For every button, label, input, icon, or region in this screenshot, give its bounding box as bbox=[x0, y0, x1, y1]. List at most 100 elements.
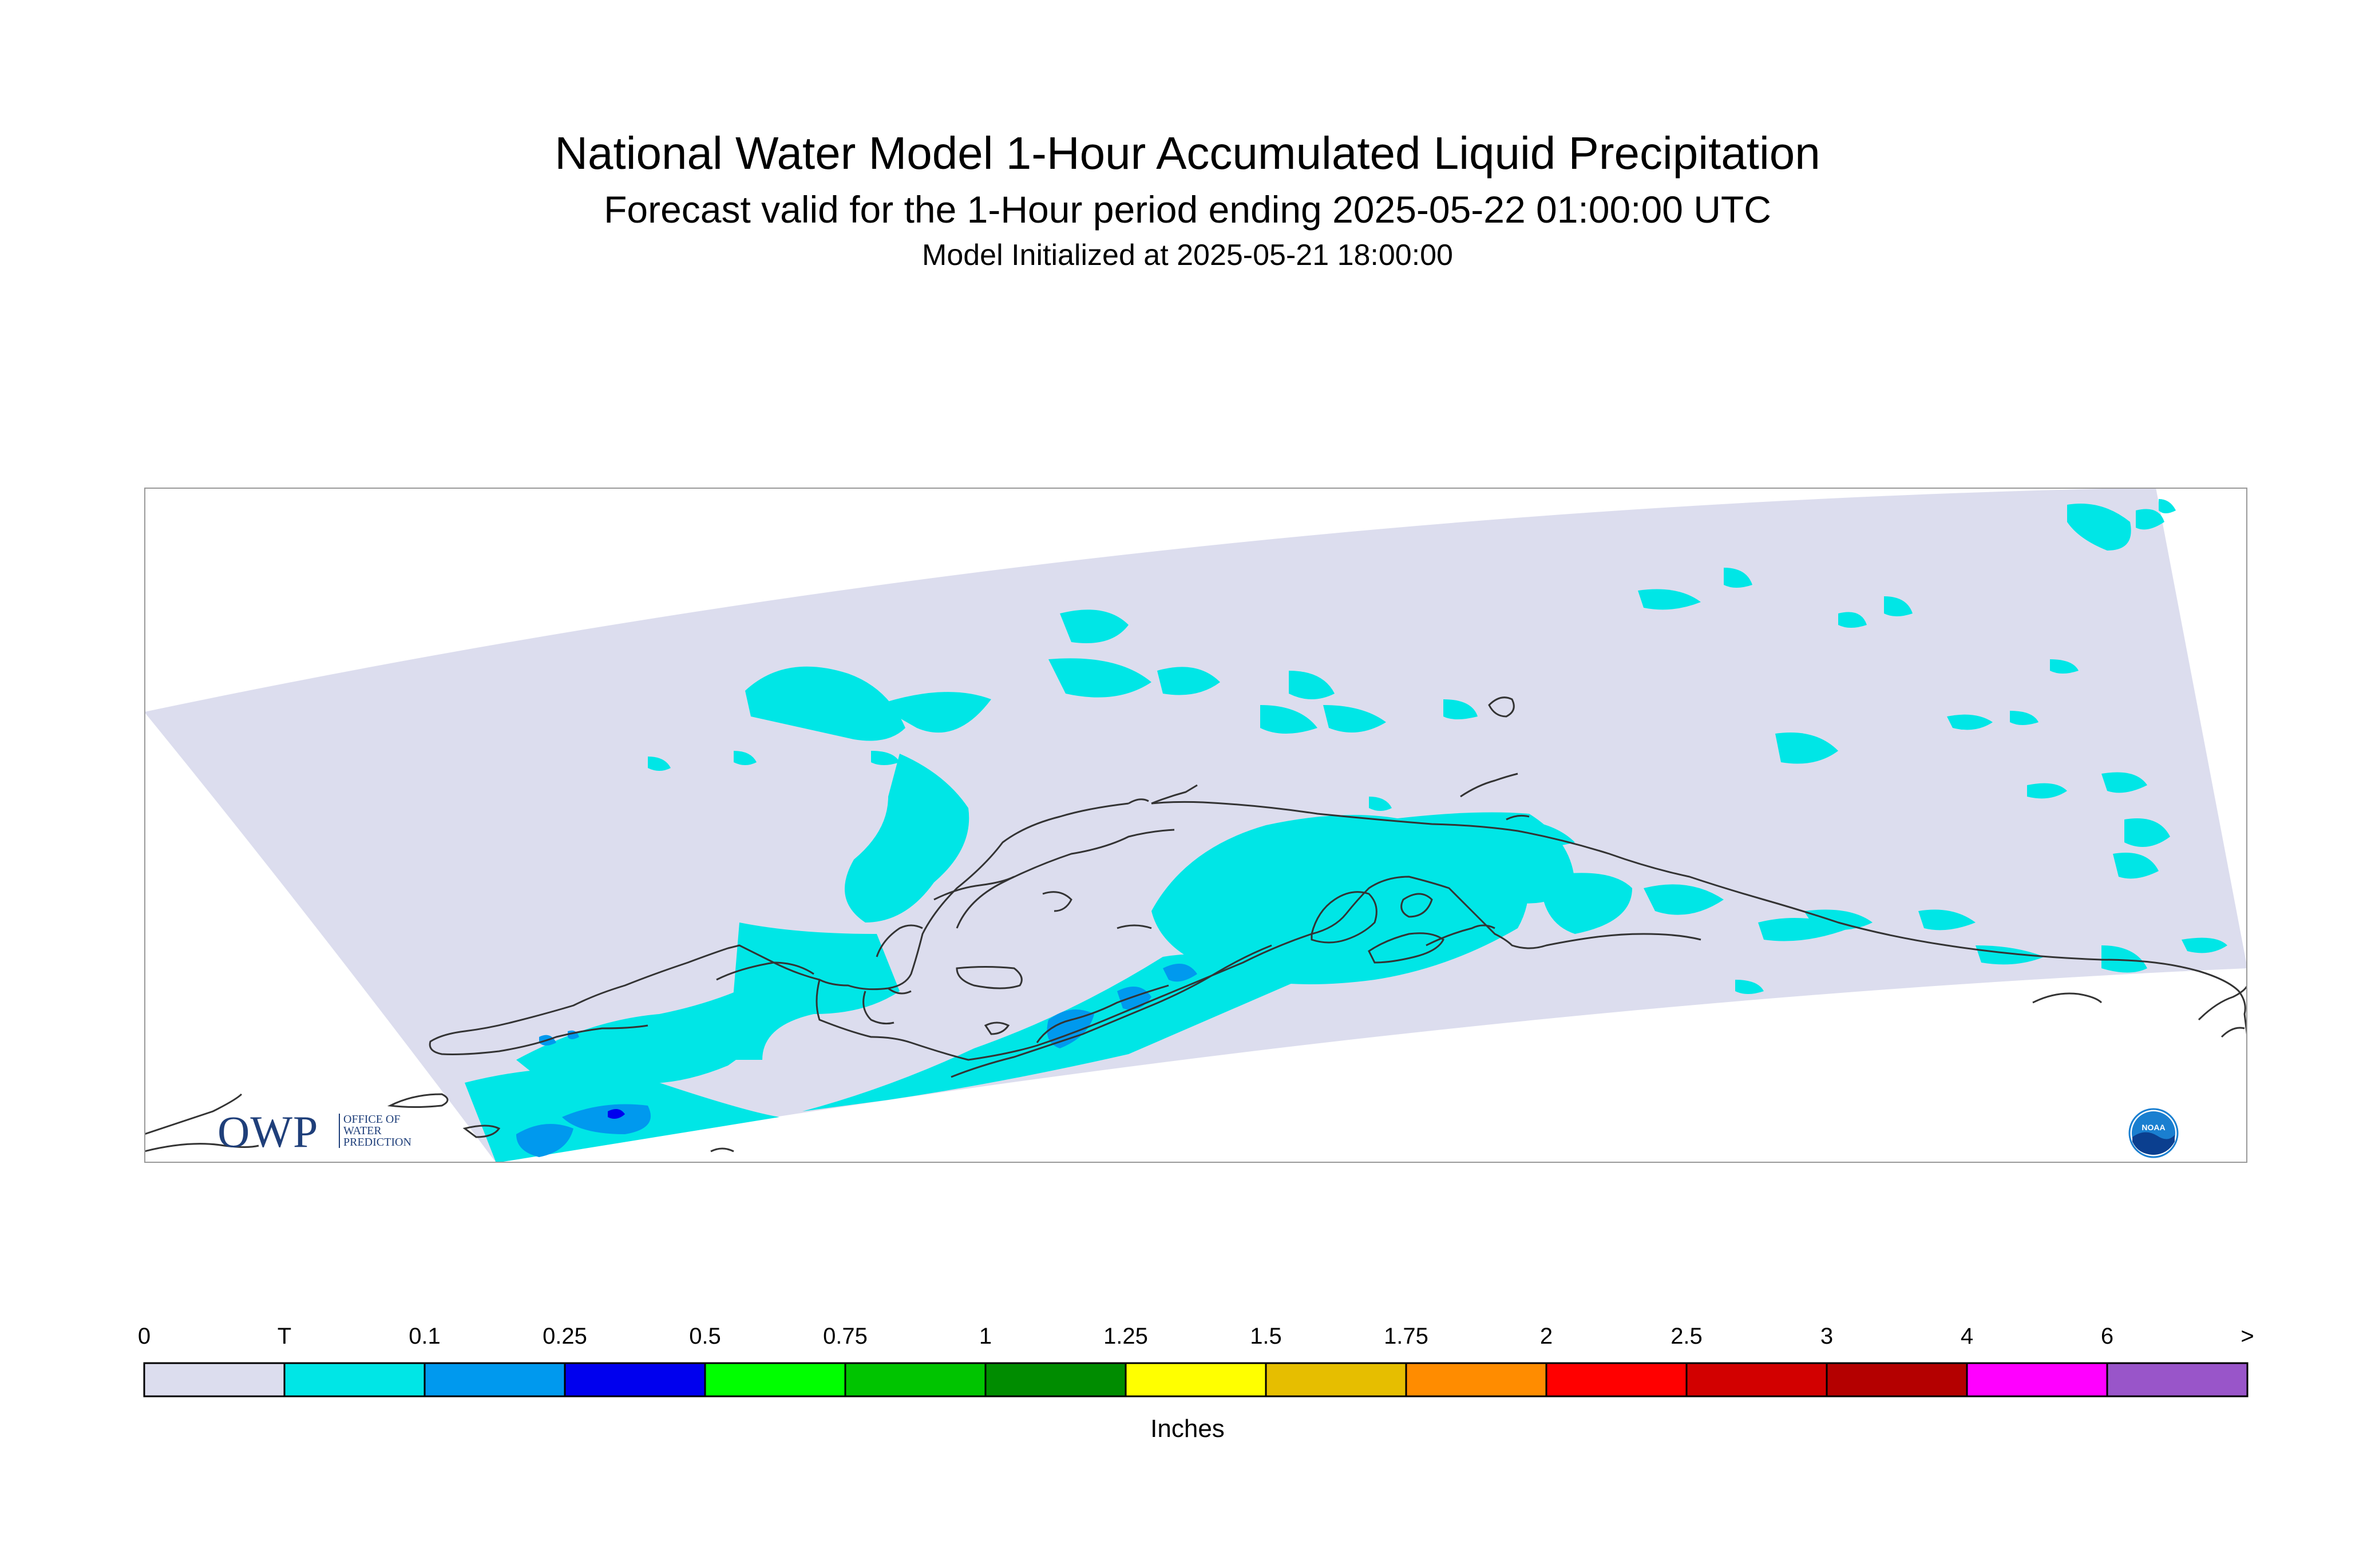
precip-area bbox=[2027, 783, 2067, 799]
precip-area bbox=[2124, 818, 2170, 847]
coastline bbox=[862, 991, 894, 1025]
coastline bbox=[1151, 784, 1198, 805]
precip-area bbox=[728, 922, 900, 1060]
legend-color-boxes bbox=[143, 1362, 2249, 1397]
legend-color-box bbox=[704, 1362, 846, 1397]
legend-color-box bbox=[1685, 1362, 1828, 1397]
legend-tick-label: 0.1 bbox=[409, 1324, 441, 1349]
coastline bbox=[2198, 985, 2247, 1021]
precip-area bbox=[648, 757, 671, 771]
coastline bbox=[956, 829, 1175, 929]
coastline bbox=[387, 1093, 449, 1108]
legend-color-box bbox=[984, 1362, 1127, 1397]
coastline bbox=[710, 1147, 734, 1153]
precip-area bbox=[2113, 853, 2159, 879]
legend-tick-label: T bbox=[278, 1324, 291, 1349]
precip-area bbox=[2182, 937, 2227, 953]
model-domain bbox=[144, 488, 2247, 1163]
legend-tick-label: 0 bbox=[138, 1324, 151, 1349]
precip-area bbox=[1048, 658, 1151, 698]
legend-color-box bbox=[1265, 1362, 1407, 1397]
precip-area bbox=[1369, 797, 1392, 811]
forecast-valid-subtitle: Forecast valid for the 1-Hour period end… bbox=[604, 188, 1771, 231]
coastlines bbox=[144, 696, 2247, 1153]
noaa-mark: NOAA bbox=[2142, 1123, 2165, 1132]
coastline bbox=[933, 876, 1015, 901]
legend-tick-label: 0.25 bbox=[543, 1324, 587, 1349]
precip-area bbox=[1884, 596, 1913, 616]
precip-area bbox=[1735, 980, 1764, 994]
coastline bbox=[1460, 773, 1518, 798]
legend-tick-label: 1.5 bbox=[1250, 1324, 1282, 1349]
coastline bbox=[1488, 696, 1515, 718]
coastline bbox=[1117, 924, 1152, 929]
legend-color-box bbox=[143, 1362, 286, 1397]
precip-area bbox=[516, 980, 768, 1084]
precip-area bbox=[1644, 884, 1724, 915]
precip-area bbox=[1443, 699, 1478, 719]
precip-area bbox=[1157, 667, 1220, 695]
coastline bbox=[951, 944, 1272, 1078]
owp-mark: OWP bbox=[217, 1107, 319, 1157]
precip-area bbox=[1918, 909, 1976, 930]
owp-name-line3: PREDICTION bbox=[343, 1136, 411, 1149]
legend-tick-label: 6 bbox=[2101, 1324, 2113, 1349]
legend-tick-labels: 0 T 0.1 0.25 0.5 0.75 1 1.25 1.5 1.75 2 2.5 3 4 6 > bbox=[138, 1324, 2254, 1349]
coastline bbox=[1128, 798, 1149, 805]
coastline bbox=[1506, 814, 1530, 821]
coastline bbox=[876, 924, 923, 957]
precip-area bbox=[1804, 909, 1873, 930]
coastline bbox=[1151, 801, 2247, 1038]
coastline bbox=[1311, 891, 1378, 944]
precip-area bbox=[845, 754, 969, 922]
coastline bbox=[1368, 932, 1444, 964]
precip-area bbox=[2136, 509, 2164, 530]
coastline bbox=[716, 961, 814, 981]
precip-area bbox=[734, 751, 757, 765]
precip-area bbox=[1323, 705, 1386, 732]
legend-color-box bbox=[844, 1362, 987, 1397]
legend-tick-label: 2 bbox=[1540, 1324, 1553, 1349]
legend-color-box bbox=[423, 1362, 566, 1397]
legend-tick-label: > bbox=[2241, 1324, 2254, 1349]
precip-area bbox=[2101, 945, 2147, 973]
legend-tick-label: 1 bbox=[979, 1324, 992, 1349]
legend-color-box bbox=[1966, 1362, 2108, 1397]
precip-area bbox=[2010, 711, 2038, 725]
page-title: National Water Model 1-Hour Accumulated … bbox=[555, 128, 1820, 179]
owp-name-line2: WATER bbox=[343, 1124, 382, 1137]
precip-area bbox=[516, 1124, 573, 1157]
precip-area bbox=[1976, 945, 2044, 965]
precip-area bbox=[1541, 873, 1632, 934]
coastline bbox=[462, 1124, 501, 1138]
coastline bbox=[1042, 891, 1072, 912]
precip-area bbox=[1289, 671, 1335, 699]
coastline bbox=[984, 1021, 1010, 1035]
owp-name-line1: OFFICE OF bbox=[343, 1113, 401, 1126]
owp-name: OFFICE OF WATER PREDICTION bbox=[339, 1114, 411, 1148]
map-frame bbox=[144, 488, 2247, 1163]
precip-area bbox=[745, 666, 905, 741]
precipitation-map bbox=[144, 488, 2247, 1163]
legend-color-box bbox=[1826, 1362, 1968, 1397]
precip-area bbox=[871, 751, 900, 765]
legend-color-box bbox=[564, 1362, 706, 1397]
coastline bbox=[1426, 924, 1495, 947]
precip-area bbox=[2101, 772, 2147, 793]
coastline bbox=[956, 966, 1023, 989]
legend-color-box bbox=[1405, 1362, 1547, 1397]
precip-area bbox=[877, 692, 991, 733]
legend-tick-label: 3 bbox=[1820, 1324, 1833, 1349]
noaa-logo: NOAA bbox=[2128, 1107, 2179, 1159]
precip-area bbox=[2067, 504, 2131, 551]
precip-moderate-areas bbox=[608, 1109, 625, 1119]
legend-color-box bbox=[1125, 1362, 1267, 1397]
precip-area bbox=[1163, 964, 1197, 982]
precip-area bbox=[1638, 589, 1701, 610]
legend-color-box bbox=[283, 1362, 426, 1397]
precip-area bbox=[2159, 499, 2176, 513]
precip-area bbox=[1724, 568, 1752, 588]
precip-area bbox=[1775, 732, 1838, 764]
legend-unit-label: Inches bbox=[1150, 1415, 1225, 1443]
coastline bbox=[888, 987, 912, 995]
